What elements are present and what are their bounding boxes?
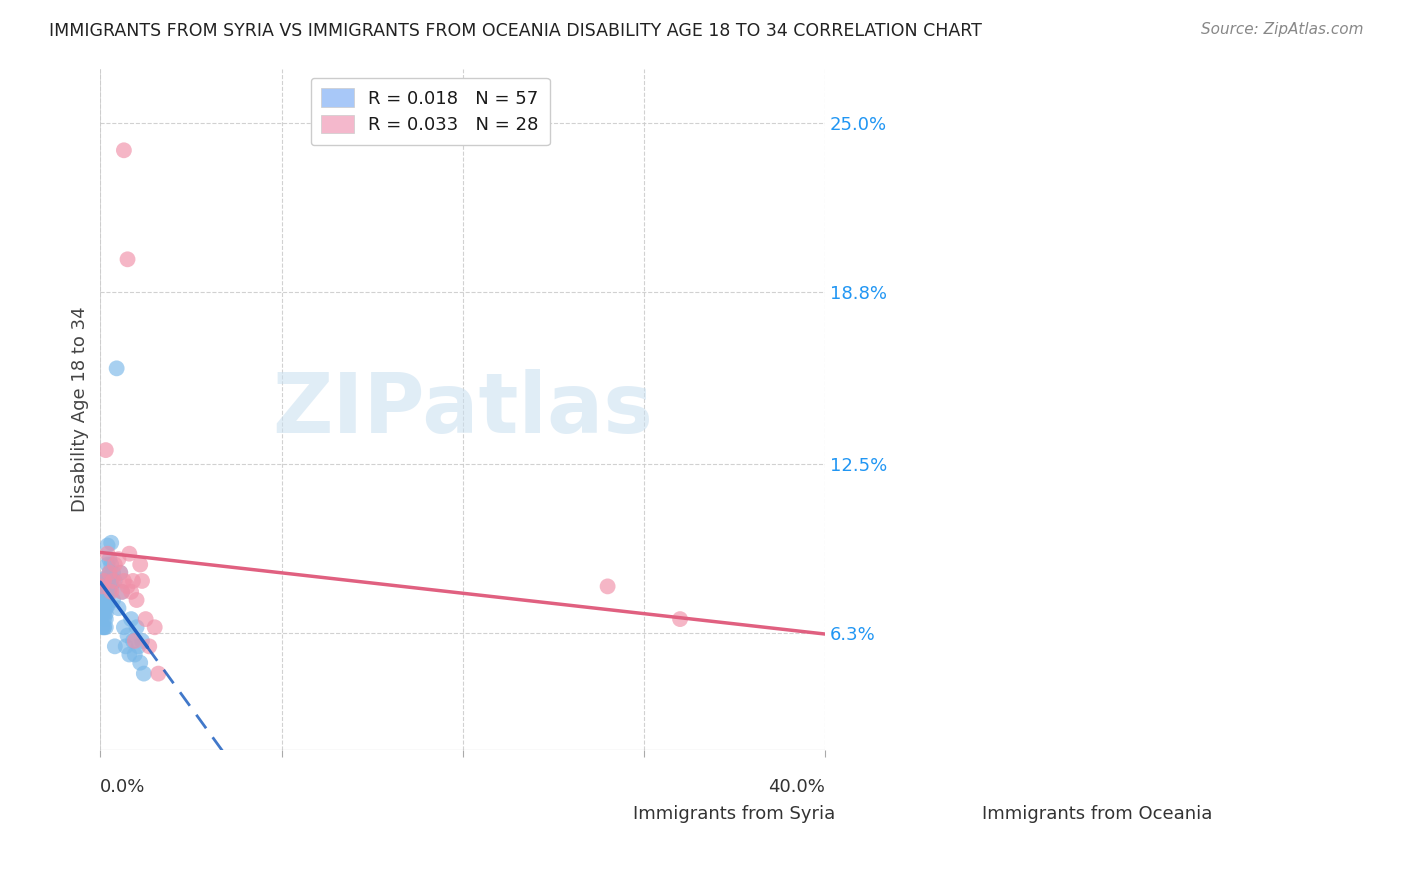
Point — [124, 648, 146, 662]
Point — [93, 574, 115, 588]
Point — [94, 607, 117, 621]
Point — [117, 628, 139, 642]
Point — [669, 612, 692, 626]
Point — [100, 574, 122, 588]
Point — [135, 612, 157, 626]
Point — [98, 584, 121, 599]
Point — [138, 640, 160, 654]
Point — [110, 566, 132, 580]
Point — [100, 584, 122, 599]
Point — [107, 601, 129, 615]
Point — [127, 640, 149, 654]
Point — [97, 571, 120, 585]
Text: ZIPatlas: ZIPatlas — [273, 368, 654, 450]
Legend: R = 0.018   N = 57, R = 0.033   N = 28: R = 0.018 N = 57, R = 0.033 N = 28 — [311, 78, 550, 145]
Point — [97, 574, 120, 588]
Point — [97, 558, 120, 572]
Point — [93, 601, 115, 615]
Point — [118, 547, 141, 561]
Point — [94, 620, 117, 634]
Point — [94, 571, 117, 585]
Point — [120, 612, 142, 626]
Point — [131, 633, 153, 648]
Text: IMMIGRANTS FROM SYRIA VS IMMIGRANTS FROM OCEANIA DISABILITY AGE 18 TO 34 CORRELA: IMMIGRANTS FROM SYRIA VS IMMIGRANTS FROM… — [49, 22, 981, 40]
Point — [111, 584, 134, 599]
Point — [97, 539, 120, 553]
Text: Source: ZipAtlas.com: Source: ZipAtlas.com — [1201, 22, 1364, 37]
Point — [112, 620, 135, 634]
Point — [93, 620, 115, 634]
Point — [107, 552, 129, 566]
Point — [132, 666, 155, 681]
Point — [111, 584, 134, 599]
Point — [93, 599, 115, 613]
Point — [98, 552, 121, 566]
Point — [112, 574, 135, 588]
Point — [100, 579, 122, 593]
Point — [94, 593, 117, 607]
Point — [91, 601, 114, 615]
Point — [105, 361, 128, 376]
Point — [110, 566, 132, 580]
Point — [143, 620, 166, 634]
Point — [93, 620, 115, 634]
Point — [98, 566, 121, 580]
Point — [101, 574, 124, 588]
Point — [94, 443, 117, 458]
Point — [93, 612, 115, 626]
Point — [98, 571, 121, 585]
Point — [114, 640, 136, 654]
Point — [97, 599, 120, 613]
Point — [91, 579, 114, 593]
Point — [124, 633, 146, 648]
Point — [94, 579, 117, 593]
Point — [94, 574, 117, 588]
Point — [129, 558, 152, 572]
Point — [112, 143, 135, 157]
Point — [125, 620, 148, 634]
Text: 40.0%: 40.0% — [768, 778, 825, 796]
Point — [117, 252, 139, 267]
Text: Immigrants from Oceania: Immigrants from Oceania — [981, 805, 1212, 823]
Point — [97, 547, 120, 561]
Point — [100, 558, 122, 572]
Text: 0.0%: 0.0% — [100, 778, 146, 796]
Point — [93, 579, 115, 593]
Point — [94, 601, 117, 615]
Point — [122, 574, 145, 588]
Point — [104, 558, 127, 572]
Point — [131, 574, 153, 588]
Point — [91, 579, 114, 593]
Point — [94, 591, 117, 605]
Text: Immigrants from Syria: Immigrants from Syria — [633, 805, 835, 823]
Point — [100, 535, 122, 549]
Y-axis label: Disability Age 18 to 34: Disability Age 18 to 34 — [72, 307, 89, 512]
Point — [91, 620, 114, 634]
Point — [118, 648, 141, 662]
Point — [98, 566, 121, 580]
Point — [122, 633, 145, 648]
Point — [94, 612, 117, 626]
Point — [104, 640, 127, 654]
Point — [117, 579, 139, 593]
Point — [125, 593, 148, 607]
Point — [91, 607, 114, 621]
Point — [148, 666, 170, 681]
Point — [97, 584, 120, 599]
Point — [104, 574, 127, 588]
Point — [93, 607, 115, 621]
Point — [93, 584, 115, 599]
Point — [97, 579, 120, 593]
Point — [101, 593, 124, 607]
Point — [120, 584, 142, 599]
Point — [129, 656, 152, 670]
Point — [101, 566, 124, 580]
Point — [93, 593, 115, 607]
Point — [596, 579, 619, 593]
